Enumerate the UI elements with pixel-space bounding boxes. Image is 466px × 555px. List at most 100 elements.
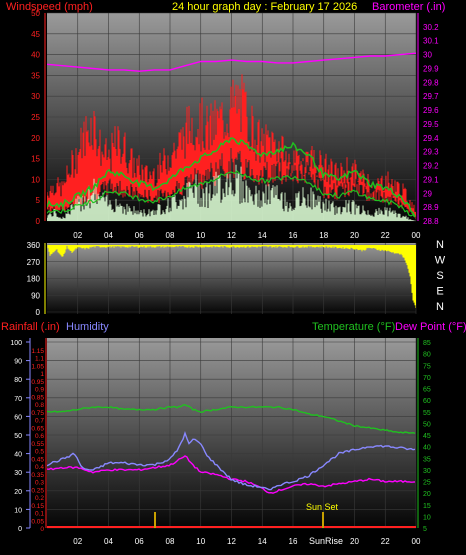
barometer-tick-label: 29.8	[423, 78, 439, 87]
rainfall-tick-label: 0.65	[31, 425, 44, 432]
direction-letter: S	[436, 270, 443, 282]
barometer-tick-label: 30.1	[423, 37, 439, 46]
temperature-tick-label: 15	[423, 503, 431, 510]
barometer-label: Barometer (.in)	[372, 1, 445, 13]
direction-ticks: 0 90 180 270 360	[27, 241, 41, 317]
wind-tick-label: 35	[31, 71, 40, 80]
rainfall-tick-label: 1.05	[31, 363, 44, 370]
humidity-line	[47, 430, 416, 491]
barometer-tick-label: 29.5	[423, 120, 439, 129]
rainfall-tick-label: 0	[40, 526, 44, 533]
temperature-tick-label: 75	[423, 363, 431, 370]
rainfall-tick-label: 0.45	[31, 456, 44, 463]
temperature-tick-label: 30	[423, 468, 431, 475]
humidity-tick-label: 0	[18, 526, 22, 533]
wind-direction-trace	[47, 245, 416, 308]
rainfall-tick-label: 0.4	[35, 464, 44, 471]
direction-letter: E	[436, 286, 443, 298]
direction-tick-label: 360	[27, 241, 41, 250]
wind-low-bars	[47, 164, 416, 221]
wind-x-ticks: 02 04 06 08 10 12 14 16 18 20 22 00	[73, 231, 421, 240]
humidity-tick-label: 50	[14, 433, 22, 440]
temperature-ticks: 5 10 15 20 25 30 35 40 45 50 55 60 65 70 75 80 85	[423, 340, 431, 533]
humidity-tick-label: 40	[14, 452, 22, 459]
wind-x-tick-label: 02	[73, 231, 82, 240]
barometer-tick-label: 30.2	[423, 23, 439, 32]
rainfall-tick-label: 0.5	[35, 449, 44, 456]
rainfall-tick-label: 1	[40, 371, 44, 378]
barometer-tick-label: 29.6	[423, 106, 439, 115]
windspeed-label: Windspeed (mph)	[6, 1, 93, 13]
barometer-tick-label: 29.2	[423, 162, 439, 171]
barometer-tick-label: 29.3	[423, 148, 439, 157]
direction-letter: N	[436, 301, 444, 313]
humidity-tick-label: 100	[10, 340, 22, 347]
rainfall-tick-label: 1.1	[35, 356, 44, 363]
rainfall-tick-label: 0.8	[35, 402, 44, 409]
rainfall-tick-label: 0.25	[31, 487, 44, 494]
rainfall-tick-label: 0.55	[31, 441, 44, 448]
barometer-tick-label: 29.7	[423, 92, 439, 101]
temperature-tick-label: 25	[423, 480, 431, 487]
wind-x-tick-label: 00	[412, 231, 421, 240]
wind-x-tick-label: 14	[258, 231, 267, 240]
humidity-tick-label: 30	[14, 470, 22, 477]
barometer-tick-label: 29	[423, 189, 432, 198]
rainfall-tick-label: 0.75	[31, 410, 44, 417]
direction-series	[47, 245, 416, 308]
rainfall-tick-label: 0.6	[35, 433, 44, 440]
direction-letter: W	[435, 255, 446, 267]
wind-tick-label: 50	[31, 9, 40, 18]
rainfall-tick-label: 0.85	[31, 394, 44, 401]
temperature-tick-label: 70	[423, 375, 431, 382]
direction-tick-label: 270	[27, 258, 41, 267]
average-windspeed-line	[47, 137, 416, 217]
temperature-tick-label: 35	[423, 456, 431, 463]
wind-series	[47, 52, 416, 221]
rainfall-label: Rainfall (.in)	[1, 321, 60, 333]
rainfall-ticks: 00.050.10.150.20.250.30.350.40.450.50.55…	[31, 348, 44, 533]
humidity-tick-label: 10	[14, 507, 22, 514]
temperature-series	[47, 404, 416, 528]
temperature-x-ticks: 02 04 06 08 10 12 14 16 20 22 00	[73, 537, 421, 546]
temperature-x-tick-label: 00	[412, 537, 421, 546]
barometer-tick-label: 29.1	[423, 175, 439, 184]
barometer-tick-label: 30	[423, 51, 432, 60]
wind-tick-label: 45	[31, 30, 40, 39]
temperature-x-tick-label: 06	[135, 537, 144, 546]
rainfall-tick-label: 0.7	[35, 418, 44, 425]
wind-tick-label: 20	[31, 134, 40, 143]
chart-title: 24 hour graph day : February 17 2026	[172, 1, 357, 13]
humidity-tick-label: 60	[14, 414, 22, 421]
rainfall-tick-label: 1.15	[31, 348, 44, 355]
temperature-x-tick-label: 16	[289, 537, 298, 546]
temperature-tick-label: 10	[423, 514, 431, 521]
temperature-tick-label: 60	[423, 398, 431, 405]
wind-x-tick-label: 06	[135, 231, 144, 240]
temperature-tick-label: 55	[423, 410, 431, 417]
temperature-tick-label: 40	[423, 445, 431, 452]
rainfall-tick-label: 0.15	[31, 503, 44, 510]
wind-x-tick-label: 08	[166, 231, 175, 240]
humidity-tick-label: 90	[14, 359, 22, 366]
temperature-label: Temperature (°F)	[312, 321, 395, 333]
wind-tick-label: 5	[36, 196, 41, 205]
temperature-tick-label: 80	[423, 352, 431, 359]
direction-grid	[47, 243, 417, 314]
sunrise-label: SunRise	[309, 536, 343, 546]
temperature-x-tick-label: 04	[104, 537, 113, 546]
humidity-label: Humidity	[66, 321, 109, 333]
humidity-tick-label: 70	[14, 396, 22, 403]
direction-tick-label: 0	[36, 308, 41, 317]
wind-tick-label: 10	[31, 175, 40, 184]
temperature-x-tick-label: 22	[381, 537, 390, 546]
temperature-tick-label: 45	[423, 433, 431, 440]
direction-tick-label: 90	[31, 291, 40, 300]
sunrise-marker	[154, 512, 156, 528]
rainfall-tick-label: 0.2	[35, 495, 44, 502]
direction-tick-label: 180	[27, 275, 41, 284]
dewpoint-label: Dew Point (°F)	[395, 321, 466, 333]
